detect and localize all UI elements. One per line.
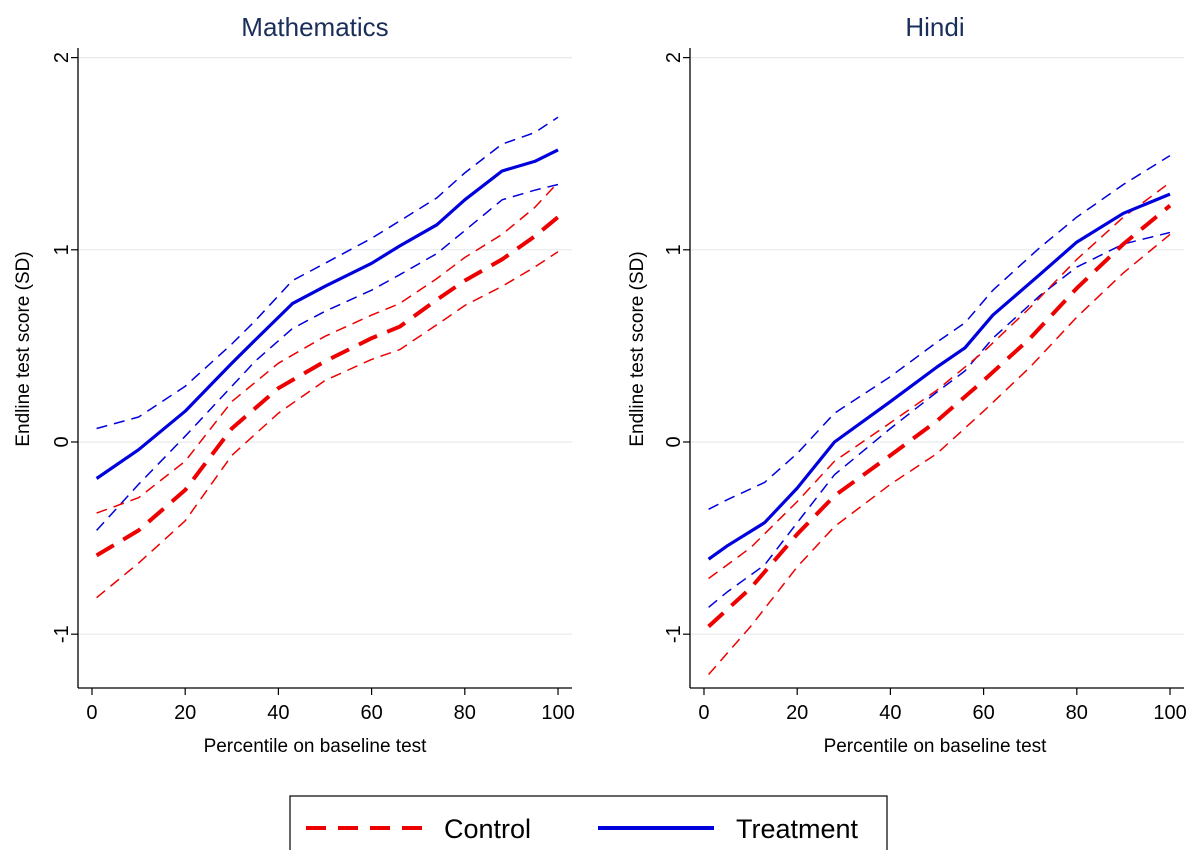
legend: Control Treatment: [290, 796, 887, 850]
panel-hindi: Hindi -1 0 1 2 0 20 40 60 80 100 Percentile on b…: [627, 12, 1187, 757]
legend-label-control: Control: [444, 814, 531, 844]
x-tick-labels: 0 20 40 60 80 100: [698, 702, 1186, 724]
legend-label-treatment: Treatment: [736, 814, 859, 844]
y-tick-label: 2: [51, 52, 73, 63]
x-tick-label: 100: [1153, 702, 1186, 724]
y-tick-labels: -1 0 1 2: [663, 52, 685, 643]
y-tick-labels: -1 0 1 2: [51, 52, 73, 643]
series-lines: [709, 156, 1170, 675]
panel-mathematics: Mathematics -1 0 1 2 0 20 40 60 80 100 Percentil…: [13, 12, 575, 757]
x-tick-labels: 0 20 40 60 80 100: [86, 702, 574, 724]
x-tick-label: 80: [454, 702, 476, 724]
chart-title: Hindi: [905, 12, 964, 42]
series-treatment-95-ci-upper: [97, 117, 558, 428]
y-tick-label: 1: [663, 244, 685, 255]
x-tick-label: 40: [879, 702, 901, 724]
x-tick-label: 40: [267, 702, 289, 724]
x-axis-title: Percentile on baseline test: [824, 736, 1048, 757]
y-tick-label: -1: [51, 625, 73, 643]
grid-lines: [78, 58, 572, 635]
series-treatment-95-ci-lower: [97, 185, 558, 531]
x-tick-label: 100: [541, 702, 574, 724]
series-treatment-95-ci-upper: [709, 156, 1170, 510]
series-treatment: [97, 150, 558, 479]
x-tick-label: 20: [174, 702, 196, 724]
series-control: [709, 206, 1170, 627]
grid-lines: [690, 58, 1184, 635]
x-tick-label: 80: [1066, 702, 1088, 724]
y-tick-label: 0: [663, 436, 685, 447]
y-tick-label: -1: [663, 625, 685, 643]
y-axis-title: Endline test score (SD): [13, 251, 34, 446]
x-tick-label: 0: [86, 702, 97, 724]
y-tick-label: 0: [51, 436, 73, 447]
x-tick-label: 0: [698, 702, 709, 724]
x-tick-label: 60: [972, 702, 994, 724]
axes: [71, 48, 572, 695]
y-axis-title: Endline test score (SD): [627, 251, 648, 446]
y-tick-label: 2: [663, 52, 685, 63]
series-control-95-ci-upper: [97, 183, 558, 514]
series-control-95-ci-upper: [709, 183, 1170, 579]
series-lines: [97, 117, 558, 598]
series-control-95-ci-lower: [97, 252, 558, 598]
y-tick-label: 1: [51, 244, 73, 255]
x-tick-label: 60: [360, 702, 382, 724]
series-control-95-ci-lower: [709, 234, 1170, 674]
series-treatment: [709, 194, 1170, 559]
series-control: [97, 217, 558, 555]
x-tick-label: 20: [786, 702, 808, 724]
chart-title: Mathematics: [241, 12, 388, 42]
x-axis-title: Percentile on baseline test: [204, 736, 428, 757]
